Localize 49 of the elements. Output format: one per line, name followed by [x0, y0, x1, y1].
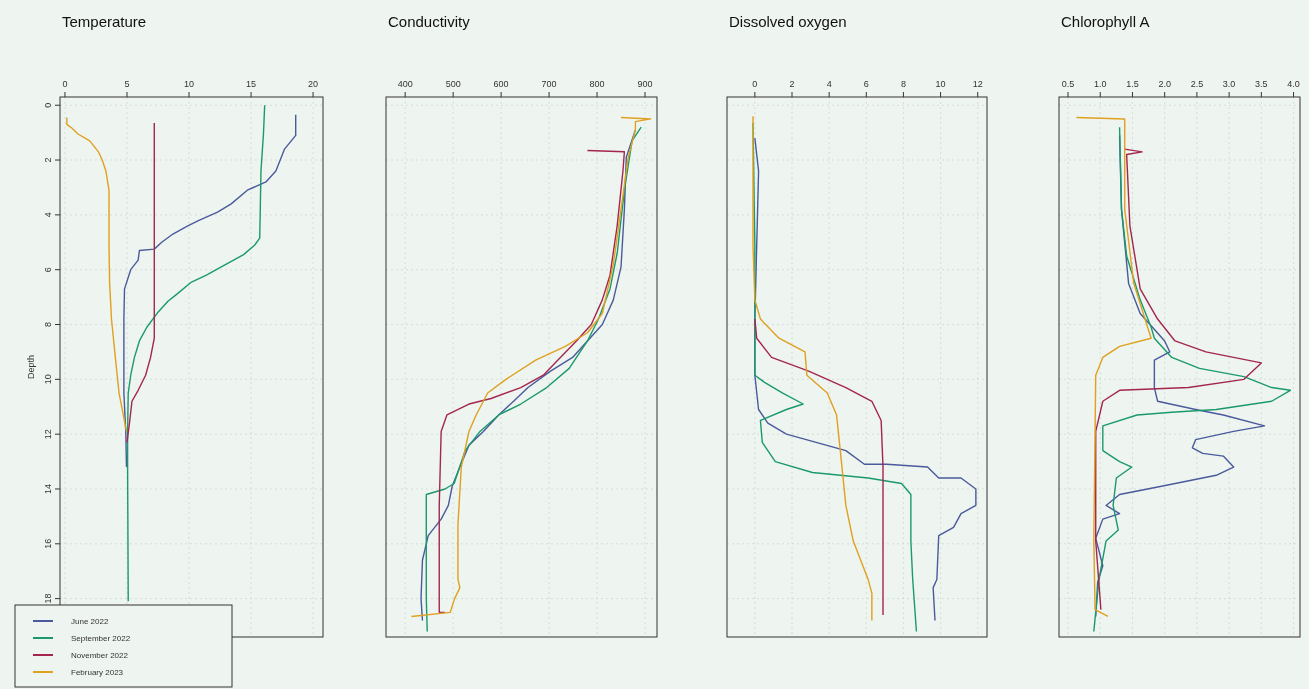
- chart-title: Dissolved oxygen: [729, 13, 847, 30]
- y-tick-label: 8: [43, 322, 53, 328]
- legend-label: November 2022: [71, 651, 129, 660]
- x-tick-label: 900: [637, 79, 653, 89]
- x-tick-label: 20: [308, 79, 319, 89]
- x-tick-label: 400: [397, 79, 413, 89]
- x-tick-label: 0: [752, 79, 758, 89]
- y-tick-label: 10: [43, 374, 53, 385]
- x-tick-label: 0: [62, 79, 68, 89]
- chart-title: Temperature: [62, 13, 147, 30]
- x-tick-label: 800: [589, 79, 605, 89]
- x-tick-label: 15: [246, 79, 257, 89]
- x-tick-label: 10: [935, 79, 946, 89]
- y-tick-label: 18: [43, 593, 53, 604]
- x-tick-label: 700: [541, 79, 557, 89]
- x-tick-label: 2: [789, 79, 795, 89]
- y-tick-label: 12: [43, 429, 53, 440]
- x-tick-label: 1.0: [1093, 79, 1107, 89]
- x-tick-label: 4: [826, 79, 832, 89]
- x-tick-label: 10: [184, 79, 195, 89]
- y-tick-label: 6: [43, 267, 53, 273]
- x-tick-label: 500: [445, 79, 461, 89]
- line-series: [123, 114, 297, 468]
- x-tick-label: 2.0: [1158, 79, 1171, 89]
- line-series: [126, 104, 266, 603]
- x-tick-label: 6: [863, 79, 869, 89]
- x-tick-label: 8: [900, 79, 906, 89]
- line-series: [126, 122, 155, 444]
- x-tick-label: 2.5: [1190, 79, 1204, 89]
- chart-title: Chlorophyll A: [1061, 13, 1150, 30]
- x-tick-label: 600: [493, 79, 509, 89]
- y-tick-label: 14: [43, 483, 53, 494]
- x-tick-label: 5: [124, 79, 130, 89]
- x-tick-label: 4.0: [1287, 79, 1300, 89]
- y-tick-label: 2: [43, 157, 53, 163]
- x-tick-label: 0.5: [1061, 79, 1075, 89]
- line-series: [66, 116, 128, 433]
- x-tick-label: 1.5: [1126, 79, 1139, 89]
- x-tick-label: 3.5: [1255, 79, 1268, 89]
- y-tick-label: 4: [43, 212, 53, 218]
- legend-label: June 2022: [71, 617, 109, 626]
- legend-label: February 2023: [71, 668, 124, 677]
- legend-label: September 2022: [71, 634, 131, 643]
- x-tick-label: 12: [972, 79, 983, 89]
- y-tick-label: 16: [43, 538, 53, 549]
- y-tick-label: 0: [43, 102, 53, 108]
- chart-title: Conductivity: [388, 13, 471, 30]
- x-tick-label: 3.0: [1222, 79, 1236, 89]
- y-axis-title: Depth: [26, 354, 36, 380]
